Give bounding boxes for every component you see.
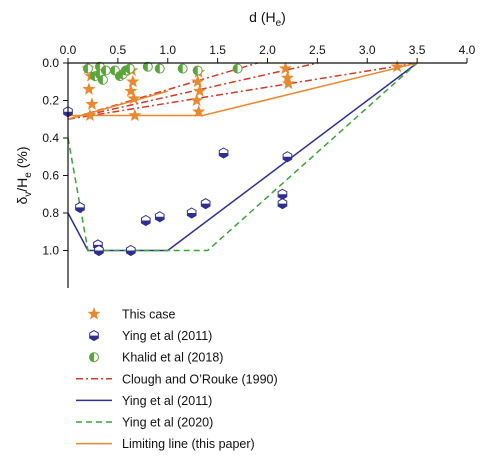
series-1-point-1 xyxy=(75,201,85,213)
series-1-point-8 xyxy=(200,198,211,210)
series-2-point-15 xyxy=(232,63,243,74)
y-tick-label-1: 0.2 xyxy=(42,94,59,108)
series-1-point-11 xyxy=(277,198,288,210)
series-1-point-5 xyxy=(140,214,151,227)
legend: This case Ying et al (2011) Khalid et al (… xyxy=(76,307,278,451)
legend-marker-0 xyxy=(87,307,101,320)
legend-marker-1 xyxy=(89,330,99,342)
series-2-point-10 xyxy=(124,63,135,74)
series-2-point-5 xyxy=(100,65,111,76)
y-tick-label-2: 0.4 xyxy=(42,131,59,145)
x-tick-label-6: 3.0 xyxy=(359,43,376,57)
series-0-point-15 xyxy=(278,61,292,75)
series-5-line-0 xyxy=(67,62,418,252)
series-3-line-2 xyxy=(67,62,318,120)
svg-text:δv/He (%): δv/He (%) xyxy=(14,146,34,204)
legend-item-4: Ying et al (2011) xyxy=(76,394,212,408)
legend-item-6: Limiting line (this paper) xyxy=(76,437,255,451)
series-6-line-1 xyxy=(67,90,168,120)
series-0-point-11 xyxy=(191,74,205,88)
series-0-point-4 xyxy=(83,108,97,122)
series-0-point-7 xyxy=(124,84,138,97)
legend-label-6: Limiting line (this paper) xyxy=(122,437,255,451)
series-1-point-12 xyxy=(282,151,293,163)
series-2-point-4 xyxy=(97,74,108,85)
legend-label-0: This case xyxy=(122,308,176,322)
series-0-point-13 xyxy=(190,93,204,107)
y-tick-label-5: 1.0 xyxy=(42,244,59,258)
legend-marker-2 xyxy=(89,352,99,363)
series-1-point-3 xyxy=(94,244,104,257)
x-tick-label-0: 0.0 xyxy=(60,43,77,57)
legend-item-1: Ying et al (2011) xyxy=(89,329,212,343)
legend-label-4: Ying et al (2011) xyxy=(122,394,212,408)
x-tick-label-2: 1.0 xyxy=(159,43,176,57)
x-tick-label-4: 2.0 xyxy=(259,43,276,57)
axes: 0.0 0.5 1.0 1.5 2.0 2.5 3.0 3.5 4.0 0.0 0.2 0.4 0.6 0… xyxy=(14,9,476,288)
legend-label-1: Ying et al (2011) xyxy=(122,329,212,343)
series-1-point-7 xyxy=(186,207,197,219)
legend-label-5: Ying et al (2020) xyxy=(122,416,213,430)
x-tick-label-7: 3.5 xyxy=(409,43,426,57)
legend-label-3: Clough and O’Rouke (1990) xyxy=(122,372,278,386)
series-1-point-9 xyxy=(218,147,229,159)
series-0-point-17 xyxy=(281,76,295,90)
series-1-point-10 xyxy=(277,188,288,200)
series-0-point-2 xyxy=(82,82,96,95)
x-tick-label-1: 0.5 xyxy=(110,43,127,57)
legend-item-0: This case xyxy=(87,307,176,322)
series-0-point-8 xyxy=(127,91,141,105)
series-2-point-13 xyxy=(177,63,188,74)
series-2-point-12 xyxy=(154,63,165,74)
series-6-line-0 xyxy=(68,62,418,117)
x-axis-title: d (He) xyxy=(249,9,286,29)
series-2-point-0 xyxy=(82,63,93,74)
y-tick-label-0: 0.0 xyxy=(42,56,59,70)
series-0-point-18 xyxy=(390,59,404,73)
series-1-point-6 xyxy=(154,211,165,223)
series-0-point-14 xyxy=(192,104,206,118)
y-tick-label-4: 0.8 xyxy=(42,206,59,220)
series-3-line-1 xyxy=(67,62,418,120)
y-axis-title: δv/He (%) xyxy=(14,146,34,204)
series-0-point-6 xyxy=(126,74,140,88)
legend-item-2: Khalid et al (2018) xyxy=(89,351,223,365)
x-tick-label-5: 2.5 xyxy=(309,43,326,57)
series-1-point-4 xyxy=(126,244,136,257)
series-2-point-14 xyxy=(192,65,203,76)
legend-item-5: Ying et al (2020) xyxy=(76,416,213,430)
series-0-point-12 xyxy=(193,84,207,97)
series-0-point-3 xyxy=(85,97,99,110)
x-tick-label-8: 4.0 xyxy=(459,43,476,57)
legend-label-2: Khalid et al (2018) xyxy=(122,351,223,365)
x-tick-label-3: 1.5 xyxy=(209,43,226,57)
series-2-point-11 xyxy=(142,61,153,72)
series-0-point-9 xyxy=(128,108,142,122)
legend-item-3: Clough and O’Rouke (1990) xyxy=(76,372,278,386)
y-tick-label-3: 0.6 xyxy=(42,169,59,183)
plot-area xyxy=(63,59,418,257)
